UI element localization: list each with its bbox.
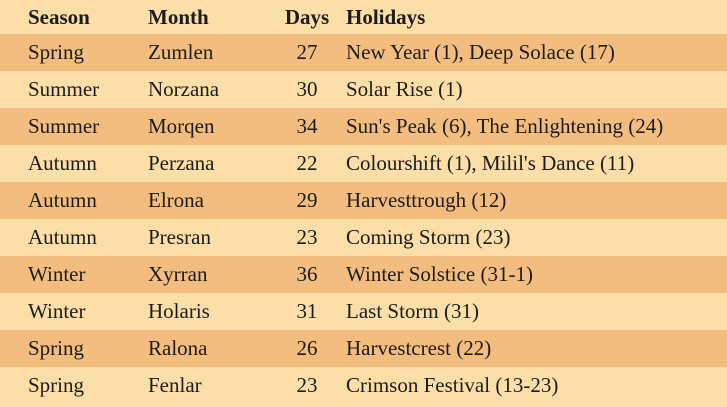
- table-row: Spring Zumlen 27 New Year (1), Deep Sola…: [0, 34, 727, 71]
- table-row: Autumn Elrona 29 Harvesttrough (12): [0, 182, 727, 219]
- holidays-cell: Harvesttrough (12): [346, 188, 507, 212]
- days-cell: 34: [296, 114, 318, 138]
- header-row: Season Month Days Holidays: [0, 0, 727, 34]
- holidays-cell: Last Storm (31): [346, 299, 479, 323]
- days-cell: 26: [296, 336, 318, 360]
- month-cell: Zumlen: [148, 40, 214, 64]
- month-cell: Morqen: [148, 114, 215, 138]
- season-column-header: Season: [28, 4, 90, 29]
- holidays-cell: New Year (1), Deep Solace (17): [346, 40, 615, 64]
- month-cell: Holaris: [148, 299, 210, 323]
- days-cell: 29: [296, 188, 318, 212]
- season-cell: Winter: [28, 262, 86, 286]
- holidays-cell: Crimson Festival (13-23): [346, 373, 559, 397]
- days-cell: 23: [296, 373, 318, 397]
- table-row: Autumn Perzana 22 Colourshift (1), Milil…: [0, 145, 727, 182]
- days-cell: 23: [296, 225, 318, 249]
- days-cell: 27: [296, 40, 318, 64]
- season-cell: Spring: [28, 40, 85, 64]
- days-cell: 36: [296, 262, 318, 286]
- holidays-cell: Sun's Peak (6), The Enlightening (24): [346, 114, 664, 138]
- days-cell: 30: [296, 77, 318, 101]
- table-row: Spring Ralona 26 Harvestcrest (22): [0, 330, 727, 367]
- season-cell: Winter: [28, 299, 86, 323]
- month-cell: Presran: [148, 225, 211, 249]
- holidays-cell: Winter Solstice (31-1): [346, 262, 533, 286]
- season-cell: Spring: [28, 373, 85, 397]
- month-cell: Fenlar: [148, 373, 202, 397]
- days-cell: 22: [296, 151, 318, 175]
- season-cell: Autumn: [28, 188, 97, 212]
- season-cell: Autumn: [28, 225, 97, 249]
- table-row: Summer Norzana 30 Solar Rise (1): [0, 71, 727, 108]
- holidays-column-header: Holidays: [346, 4, 426, 29]
- month-cell: Xyrran: [148, 262, 208, 286]
- table-row: Summer Morqen 34 Sun's Peak (6), The Enl…: [0, 108, 727, 145]
- holidays-cell: Solar Rise (1): [346, 77, 463, 101]
- season-cell: Summer: [28, 77, 100, 101]
- season-cell: Spring: [28, 336, 85, 360]
- days-column-header: Days: [284, 4, 330, 29]
- month-cell: Ralona: [148, 336, 208, 360]
- holidays-cell: Harvestcrest (22): [346, 336, 492, 360]
- season-cell: Autumn: [28, 151, 97, 175]
- month-cell: Elrona: [148, 188, 204, 212]
- season-cell: Summer: [28, 114, 100, 138]
- table-row: Winter Xyrran 36 Winter Solstice (31-1): [0, 256, 727, 293]
- table-body: Spring Zumlen 27 New Year (1), Deep Sola…: [0, 34, 727, 404]
- days-cell: 31: [296, 299, 318, 323]
- month-column-header: Month: [148, 4, 209, 29]
- holidays-cell: Colourshift (1), Milil's Dance (11): [346, 151, 635, 175]
- table-row: Winter Holaris 31 Last Storm (31): [0, 293, 727, 330]
- table-header: Season Month Days Holidays: [0, 0, 727, 34]
- table-row: Spring Fenlar 23 Crimson Festival (13-23…: [0, 367, 727, 404]
- month-cell: Norzana: [148, 77, 220, 101]
- table-row: Autumn Presran 23 Coming Storm (23): [0, 219, 727, 256]
- holidays-cell: Coming Storm (23): [346, 225, 511, 249]
- month-cell: Perzana: [148, 151, 215, 175]
